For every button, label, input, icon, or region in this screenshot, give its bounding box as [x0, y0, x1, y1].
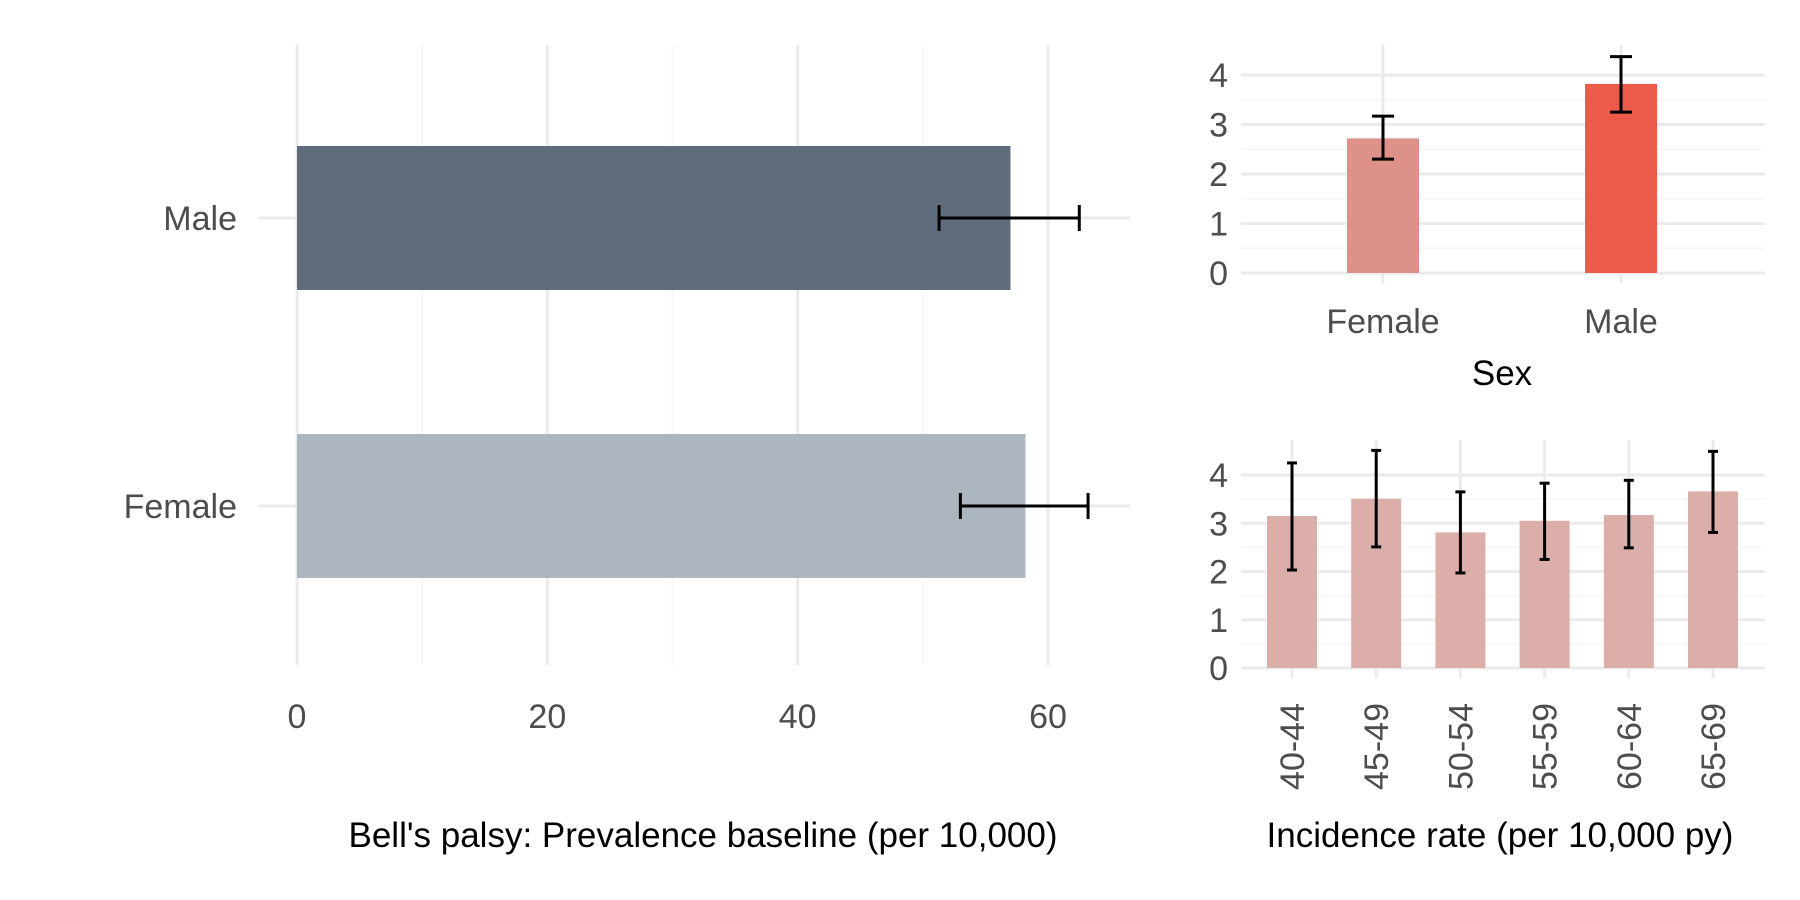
x-axis-title: Incidence rate (per 10,000 py) — [1267, 816, 1734, 855]
error-bar-40-44 — [1287, 461, 1297, 572]
x-tick-label: 40-44 — [1274, 703, 1312, 790]
error-bar-male — [1610, 55, 1632, 114]
x-tick-label: Female — [1326, 303, 1439, 341]
error-bar-60-64 — [1623, 478, 1634, 550]
y-tick-label: 4 — [1209, 57, 1228, 95]
error-bar-male — [937, 205, 1081, 231]
x-tick-label: 0 — [288, 698, 307, 736]
y-tick-label: Female — [124, 488, 237, 526]
x-tick-label: Male — [1584, 303, 1658, 341]
incidence-by-age-panel: 0 1 2 3 4 40-44 45-49 50-54 55-59 60-64 65-69 Incid… — [1209, 440, 1765, 855]
x-tick-label: 20 — [528, 698, 566, 736]
error-bar-female — [1372, 114, 1394, 161]
bar-male — [1585, 83, 1657, 273]
bar-female — [1347, 138, 1419, 273]
y-tick-label: 3 — [1209, 505, 1228, 543]
bar-female — [297, 434, 1026, 578]
y-tick-label: 1 — [1209, 602, 1228, 640]
x-tick-label: 60-64 — [1611, 703, 1649, 790]
y-tick-label: 0 — [1209, 255, 1228, 293]
bar-male — [297, 146, 1011, 290]
x-tick-label: 65-69 — [1695, 703, 1733, 790]
y-tick-label: 2 — [1209, 156, 1228, 194]
x-tick-label: 60 — [1029, 698, 1067, 736]
y-tick-label: 4 — [1209, 457, 1228, 495]
y-tick-label: Male — [163, 200, 237, 238]
y-tick-label: 0 — [1209, 650, 1228, 688]
error-bar-65-69 — [1708, 449, 1718, 534]
error-bar-45-49 — [1371, 448, 1382, 549]
x-tick-label: 50-54 — [1442, 703, 1480, 790]
x-tick-label: 40 — [779, 698, 817, 736]
x-tick-label: 45-49 — [1358, 703, 1396, 790]
y-tick-label: 2 — [1209, 554, 1228, 592]
incidence-by-sex-panel: 0 1 2 3 4 Female Male Sex — [1209, 45, 1765, 393]
y-tick-label: 3 — [1209, 107, 1228, 145]
x-axis-title: Bell's palsy: Prevalence baseline (per 1… — [348, 816, 1057, 855]
prevalence-panel: 0 20 40 60 Male Female Bell's palsy: Prevalenc… — [124, 45, 1130, 855]
error-bar-female — [958, 493, 1090, 519]
x-axis-title: Sex — [1472, 354, 1533, 393]
error-bar-55-59 — [1539, 481, 1550, 561]
y-tick-label: 1 — [1209, 206, 1228, 244]
error-bar-50-54 — [1455, 490, 1466, 575]
x-tick-label: 55-59 — [1527, 703, 1565, 790]
